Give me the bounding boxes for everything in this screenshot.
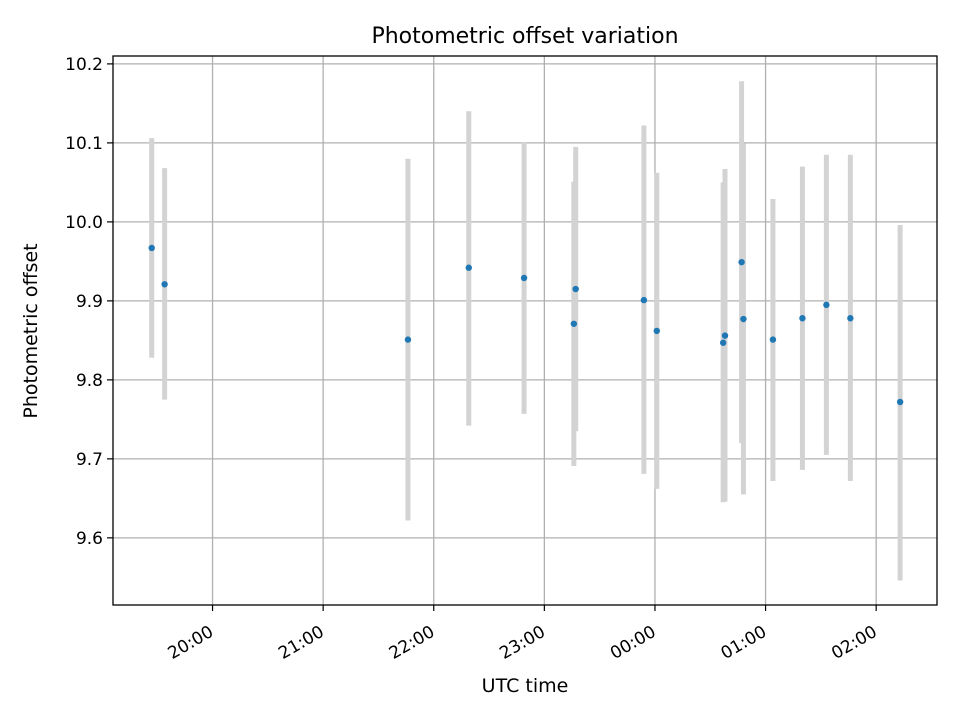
data-point <box>799 315 806 322</box>
data-point <box>721 332 729 339</box>
data-point <box>640 296 648 304</box>
data-point <box>847 315 854 322</box>
data-point <box>769 336 777 343</box>
data-points <box>148 244 904 406</box>
data-point <box>572 285 579 293</box>
data-point <box>740 315 747 323</box>
data-point <box>520 274 528 282</box>
data-point <box>653 327 661 335</box>
y-tick-label: 9.9 <box>76 292 103 312</box>
data-point <box>465 264 472 271</box>
data-point <box>148 244 155 252</box>
y-tick-label: 9.7 <box>76 450 103 470</box>
data-point <box>161 281 168 288</box>
data-point <box>896 398 904 406</box>
y-tick-label: 9.6 <box>76 529 103 549</box>
data-point <box>738 258 745 266</box>
x-axis-label: UTC time <box>482 675 569 697</box>
data-point <box>570 320 578 327</box>
data-point <box>823 301 830 309</box>
y-tick-label: 10.0 <box>65 213 103 233</box>
y-tick-label: 9.8 <box>76 371 103 391</box>
y-axis-ticks: 9.6 9.7 9.8 9.9 10.0 10.1 10.2 <box>65 55 113 549</box>
chart-title: Photometric offset variation <box>371 24 678 49</box>
data-point <box>404 336 412 343</box>
y-axis-label: Photometric offset <box>20 243 42 418</box>
data-point <box>719 339 727 346</box>
plot-area-frame <box>112 55 938 606</box>
y-tick-label: 10.1 <box>65 134 103 154</box>
y-tick-label: 10.2 <box>65 55 103 75</box>
